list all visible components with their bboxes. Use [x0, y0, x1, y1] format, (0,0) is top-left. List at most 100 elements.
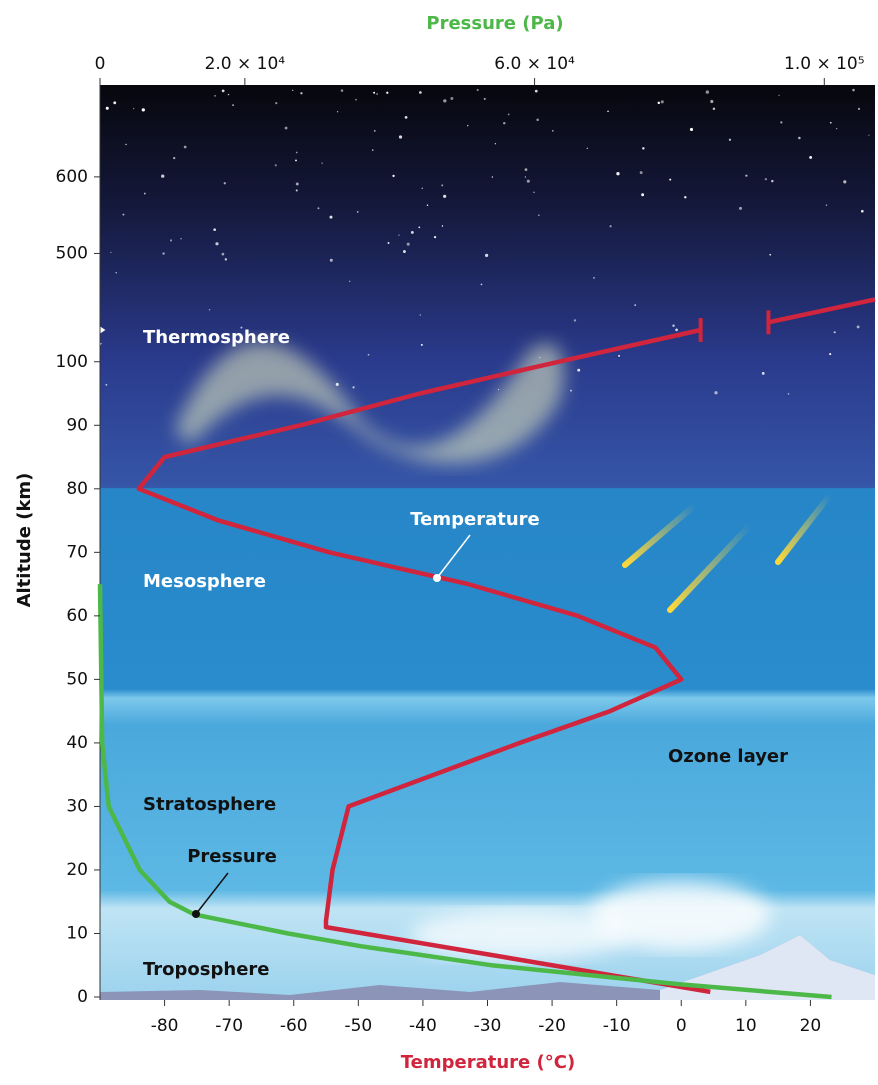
star [574, 319, 576, 321]
y-tick-label: 20 [66, 860, 88, 880]
region-label: Troposphere [143, 959, 270, 980]
y-tick-label: 30 [66, 796, 88, 816]
star [769, 254, 771, 256]
star [403, 250, 406, 253]
annotation-dot [192, 910, 200, 918]
star [587, 148, 588, 149]
star [180, 238, 181, 239]
star [771, 180, 773, 182]
star [672, 325, 674, 327]
star [422, 188, 423, 189]
star [762, 372, 765, 375]
star [658, 102, 660, 104]
star [495, 143, 496, 144]
star [861, 210, 864, 213]
star [836, 128, 837, 129]
star [419, 91, 422, 94]
star [669, 179, 671, 181]
star [222, 89, 225, 92]
y-tick-label: 10 [66, 923, 88, 943]
x2-tick-label: 6.0 × 10⁴ [494, 54, 575, 74]
star [834, 331, 836, 333]
star [173, 157, 175, 159]
x-tick-label: -40 [409, 1016, 437, 1036]
star [161, 174, 164, 177]
star [778, 95, 779, 96]
chart: Pressure (Pa) Temperature (°C) Altitude … [0, 0, 878, 1081]
star [536, 119, 539, 122]
star [322, 163, 323, 164]
star [843, 180, 846, 183]
y-axis-title: Altitude (km) [14, 473, 35, 608]
star [162, 252, 164, 254]
star [826, 205, 827, 206]
x-tick-label: -70 [215, 1016, 243, 1036]
star [349, 281, 350, 282]
star [330, 259, 333, 262]
star [442, 225, 443, 226]
star [503, 122, 505, 124]
star [106, 107, 109, 110]
axis-break [88, 322, 100, 346]
star [296, 152, 298, 154]
star [292, 90, 293, 91]
y-tick-label: 70 [66, 542, 88, 562]
star [420, 314, 421, 315]
star [527, 180, 530, 183]
star [105, 384, 107, 386]
star [690, 128, 693, 131]
y-tick-label: 90 [66, 415, 88, 435]
x-axis-title: Temperature (°C) [401, 1052, 575, 1073]
star [788, 393, 790, 395]
star [570, 390, 572, 392]
star [376, 93, 378, 95]
x-tick-label: -10 [603, 1016, 631, 1036]
star [552, 130, 553, 131]
y-tick-label: 50 [66, 669, 88, 689]
star [374, 130, 376, 132]
star [535, 90, 538, 93]
star [133, 108, 134, 109]
star [641, 193, 644, 196]
star [225, 258, 227, 260]
star [113, 101, 116, 104]
star [538, 215, 539, 216]
star [857, 325, 860, 328]
star [481, 284, 483, 286]
star [443, 99, 446, 102]
star [296, 189, 298, 191]
x2-tick-label: 1.0 × 10⁵ [784, 54, 865, 74]
x-tick-label: -50 [344, 1016, 372, 1036]
region-label: Thermosphere [143, 327, 290, 348]
star [222, 253, 225, 256]
star [710, 100, 713, 103]
star [634, 304, 636, 306]
star [441, 184, 443, 186]
x-tick-label: -60 [280, 1016, 308, 1036]
star [373, 92, 375, 94]
star [525, 168, 528, 171]
x-tick-label: 0 [676, 1016, 687, 1036]
star [411, 231, 414, 234]
star [125, 144, 126, 145]
star [224, 182, 226, 184]
star [295, 159, 297, 161]
star [232, 104, 234, 106]
x-tick-label: 10 [735, 1016, 757, 1036]
star [484, 98, 486, 100]
star [618, 355, 620, 357]
y-tick-label: 80 [66, 479, 88, 499]
star [642, 147, 644, 149]
star [336, 383, 339, 386]
x2-axis-title: Pressure (Pa) [426, 13, 563, 34]
star [300, 92, 302, 94]
star [110, 252, 111, 253]
y-tick-label: 600 [56, 167, 88, 187]
star [386, 92, 388, 94]
star [388, 242, 390, 244]
star [675, 329, 678, 332]
star [355, 99, 356, 100]
star [640, 171, 643, 174]
star [684, 196, 686, 198]
star [142, 108, 145, 111]
